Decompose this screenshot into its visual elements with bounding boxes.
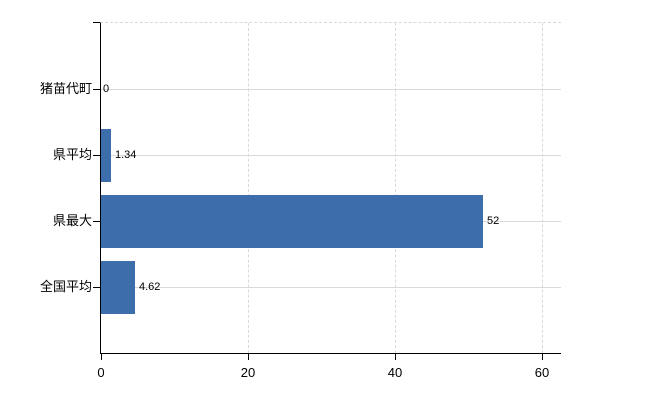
x-axis-tick-label: 0 <box>97 365 105 380</box>
horizontal-gridline <box>101 286 561 288</box>
x-axis-tick <box>101 354 102 360</box>
x-axis-tick <box>542 354 543 360</box>
category-label: 全国平均 <box>39 279 92 294</box>
y-axis-tick <box>93 220 100 222</box>
category-label: 県平均 <box>52 147 92 162</box>
bar <box>101 195 483 248</box>
x-axis-tick-label: 60 <box>534 365 550 380</box>
vertical-gridline <box>542 23 543 353</box>
y-axis-tick <box>93 22 100 23</box>
bar-value-label: 0 <box>103 83 110 95</box>
x-axis-tick <box>248 354 249 360</box>
vertical-gridline <box>248 23 249 353</box>
y-axis-tick <box>93 286 100 288</box>
bar <box>101 129 111 182</box>
horizontal-gridline <box>101 154 561 156</box>
y-axis-tick <box>93 88 100 90</box>
vertical-gridline <box>395 23 396 353</box>
bar-value-label: 4.62 <box>139 281 161 293</box>
x-axis-tick-label: 20 <box>240 365 256 380</box>
y-axis-tick <box>93 154 100 156</box>
horizontal-gridline <box>101 88 561 90</box>
bar <box>101 261 135 314</box>
bar-value-label: 52 <box>487 215 500 227</box>
x-axis-tick <box>395 354 396 360</box>
plot-area: 0 20 40 60 猪苗代町 0 県平均 1.34 県最大 52 全国平均 4.62 <box>40 22 561 380</box>
category-label: 県最大 <box>52 213 92 228</box>
bar-value-label: 1.34 <box>115 149 137 161</box>
x-axis-tick-label: 40 <box>387 365 403 380</box>
category-label: 猪苗代町 <box>39 81 92 96</box>
